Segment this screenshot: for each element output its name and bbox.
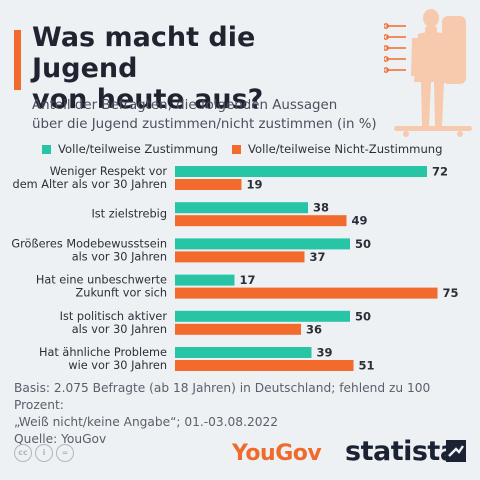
category-label: Ist politisch aktiver bbox=[60, 310, 168, 323]
title-line-1: Was macht die Jugend bbox=[32, 22, 256, 84]
source-line: Quelle: YouGov bbox=[14, 432, 107, 446]
category-label: Hat eine unbeschwerte bbox=[36, 274, 167, 287]
statista-logo-mark-icon bbox=[446, 440, 466, 462]
legend-swatch-disagree bbox=[232, 144, 241, 154]
bar-disagree bbox=[175, 179, 242, 190]
bar-disagree bbox=[175, 215, 347, 227]
bar-disagree bbox=[175, 360, 354, 371]
data-label: 50 bbox=[355, 237, 371, 251]
title-accent-bar bbox=[14, 30, 21, 90]
legend-swatch-agree bbox=[42, 144, 51, 154]
bar-disagree bbox=[175, 287, 438, 299]
chart-subtitle: Anteil der Befragten, die folgenden Auss… bbox=[32, 96, 412, 134]
attribution-icon[interactable]: i bbox=[35, 444, 53, 462]
data-label: 49 bbox=[352, 214, 368, 228]
title-line-2: von heute aus? bbox=[32, 84, 264, 115]
data-label: 38 bbox=[313, 201, 329, 215]
legend-label-disagree: Volle/teilweise Nicht-Zustimmung bbox=[248, 142, 443, 156]
data-label: 39 bbox=[317, 346, 333, 360]
basis-line-2: „Weiß nicht/keine Angabe“; 01.-03.08.202… bbox=[14, 415, 278, 429]
bar-agree bbox=[175, 166, 427, 177]
category-label: als vor 30 Jahren bbox=[72, 250, 167, 263]
license-icons: cc i = bbox=[14, 444, 74, 462]
category-label: als vor 30 Jahren bbox=[72, 323, 167, 336]
bar-agree bbox=[175, 202, 308, 214]
statista-logo: statista bbox=[345, 436, 458, 467]
subtitle-line-1: Anteil der Befragten, die folgenden Auss… bbox=[32, 98, 338, 113]
data-label: 37 bbox=[310, 250, 326, 264]
skateboarder-illustration bbox=[384, 9, 472, 137]
legend-label-agree: Volle/teilweise Zustimmung bbox=[58, 142, 219, 156]
bar-disagree bbox=[175, 251, 305, 263]
category-label: Weniger Respekt vor bbox=[50, 165, 168, 178]
category-label: Ist zielstrebig bbox=[91, 208, 167, 221]
yougov-logo: YouGov bbox=[232, 441, 322, 466]
data-label: 36 bbox=[306, 322, 322, 336]
creative-commons-icon[interactable]: cc bbox=[14, 444, 32, 462]
category-label: Hat ähnliche Probleme bbox=[39, 346, 167, 359]
page-title: Was macht die Jugend von heute aus? bbox=[32, 22, 332, 115]
data-label: 72 bbox=[432, 165, 448, 179]
data-label: 75 bbox=[443, 286, 459, 300]
bar-agree bbox=[175, 347, 312, 358]
footnote: Basis: 2.075 Befragte (ab 18 Jahren) in … bbox=[14, 380, 474, 448]
data-label: 19 bbox=[247, 178, 263, 192]
bar-disagree bbox=[175, 323, 301, 335]
category-label: Größeres Modebewusstsein bbox=[11, 237, 167, 250]
category-label: Zukunft vor sich bbox=[76, 287, 167, 300]
bar-agree bbox=[175, 310, 350, 322]
legend-item-disagree: Volle/teilweise Nicht-Zustimmung bbox=[232, 142, 443, 156]
data-label: 50 bbox=[355, 309, 371, 323]
bar-agree bbox=[175, 274, 235, 286]
bar-agree bbox=[175, 238, 350, 250]
category-label: wie vor 30 Jahren bbox=[68, 359, 167, 372]
data-label: 17 bbox=[240, 273, 256, 287]
no-derivatives-icon[interactable]: = bbox=[56, 444, 74, 462]
legend-item-agree: Volle/teilweise Zustimmung bbox=[42, 142, 218, 156]
data-label: 51 bbox=[359, 359, 375, 373]
basis-line-1: Basis: 2.075 Befragte (ab 18 Jahren) in … bbox=[14, 381, 431, 412]
subtitle-line-2: über die Jugend zustimmen/nicht zustimme… bbox=[32, 117, 377, 132]
category-label: dem Alter als vor 30 Jahren bbox=[13, 178, 167, 191]
